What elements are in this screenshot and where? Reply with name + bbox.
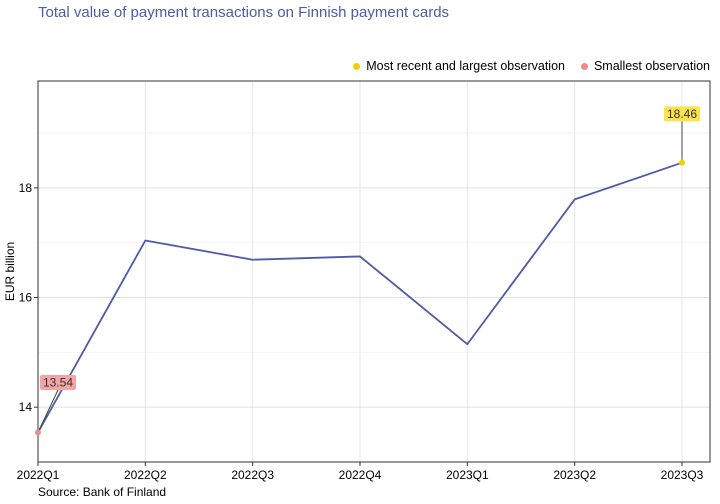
legend-dot-smallest: [580, 62, 588, 70]
x-tick-label: 2022Q3: [231, 468, 274, 482]
annotation-label-box: [664, 106, 700, 122]
legend-item-largest: Most recent and largest observation: [353, 59, 565, 73]
x-tick-label: 2023Q2: [553, 468, 596, 482]
legend-dot-largest: [353, 62, 361, 70]
annotation-point: [679, 159, 685, 166]
annotation-label-box: [40, 375, 76, 391]
chart-title: Total value of payment transactions on F…: [38, 4, 450, 21]
legend-item-smallest: Smallest observation: [580, 59, 710, 73]
x-tick-label: 2023Q1: [446, 468, 489, 482]
annotation-point: [35, 429, 41, 436]
plot-border: [37, 80, 711, 463]
annotation-connector: [37, 389, 59, 433]
annotation-label: 13.54: [43, 376, 73, 390]
x-tick-label: 2022Q1: [17, 468, 60, 482]
plot-panel: [38, 81, 710, 462]
x-tick-label: 2023Q3: [661, 468, 704, 482]
legend-label-largest: Most recent and largest observation: [366, 59, 565, 73]
x-tick-label: 2022Q4: [339, 468, 382, 482]
series-line: [37, 161, 683, 433]
y-tick-label: 14: [19, 400, 33, 414]
x-tick-label: 2022Q2: [124, 468, 167, 482]
y-tick-label: 18: [19, 181, 33, 195]
source-note: Source: Bank of Finland: [38, 485, 167, 499]
legend: Most recent and largest observation Smal…: [353, 59, 710, 73]
annotation-label: 18.46: [667, 107, 697, 121]
y-tick-label: 16: [19, 291, 33, 305]
y-axis-label: EUR billion: [3, 242, 17, 301]
legend-label-smallest: Smallest observation: [593, 59, 710, 73]
